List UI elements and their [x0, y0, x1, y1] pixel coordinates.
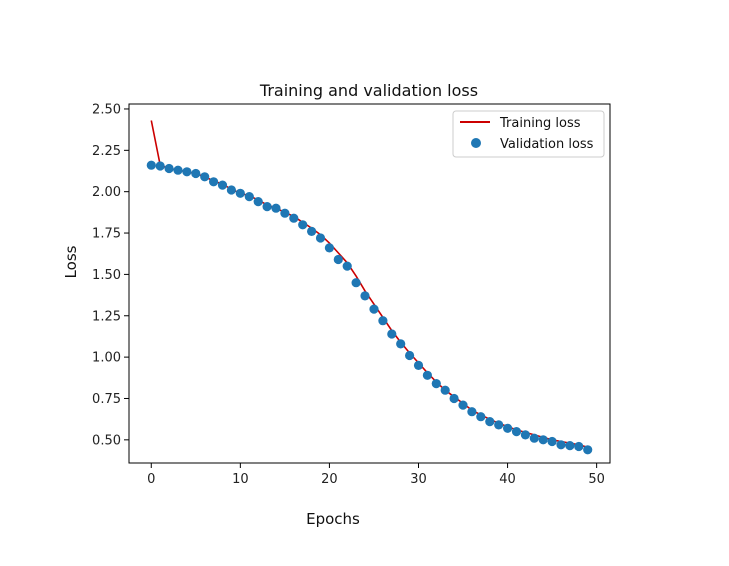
validation-loss-point [315, 233, 326, 243]
validation-loss-point [476, 412, 486, 422]
training-loss-line [150, 120, 588, 449]
validation-loss-point [467, 407, 477, 417]
y-tick-label: 1.50 [92, 268, 121, 283]
y-tick-label: 0.50 [92, 433, 121, 448]
validation-loss-point [458, 400, 468, 410]
validation-loss-point [253, 197, 263, 207]
validation-loss-point [191, 168, 201, 179]
validation-loss-point [173, 165, 183, 175]
validation-loss-point [449, 393, 459, 404]
y-tick-label: 0.75 [92, 392, 121, 407]
y-tick-label: 1.75 [92, 227, 121, 242]
validation-loss-point [583, 445, 593, 455]
x-tick-label: 30 [410, 472, 427, 487]
validation-loss-point [280, 208, 290, 218]
validation-loss-point [440, 385, 450, 395]
validation-loss-point [307, 226, 317, 236]
validation-loss-point [574, 441, 584, 452]
legend-box [452, 110, 605, 158]
validation-loss-point [538, 435, 548, 445]
validation-loss-point [244, 192, 254, 202]
validation-loss-point [182, 167, 192, 177]
validation-loss-point [556, 440, 566, 450]
validation-loss-point [351, 278, 361, 288]
validation-loss-point [164, 163, 174, 174]
validation-loss-point [226, 185, 236, 195]
validation-loss-point [235, 188, 245, 198]
validation-loss-point [511, 427, 522, 437]
y-tick-label: 2.50 [92, 102, 121, 117]
y-tick-label: 1.25 [92, 309, 121, 324]
validation-loss-point [387, 329, 397, 339]
validation-loss-point [529, 433, 539, 443]
validation-loss-point [146, 160, 156, 170]
y-tick-label: 2.25 [92, 144, 121, 159]
validation-loss-point [209, 177, 219, 187]
axis-ticks: 0 10 20 30 40 50 0.50 0.75 1.00 1.25 1.50 1.75 2.00 2… [92, 102, 605, 487]
validation-loss-point [271, 203, 281, 213]
validation-loss-point [503, 423, 513, 433]
validation-loss-point [485, 417, 495, 427]
x-tick-label: 10 [232, 472, 249, 487]
validation-loss-point [405, 350, 415, 361]
x-tick-label: 20 [321, 472, 338, 487]
x-tick-label: 0 [147, 472, 155, 487]
validation-loss-point [431, 379, 441, 389]
validation-loss-point [494, 420, 504, 430]
plot-area [146, 120, 593, 455]
validation-loss-point [396, 339, 406, 349]
validation-loss-point [565, 441, 575, 451]
chart-title: Training and validation loss [259, 81, 478, 100]
x-tick-label: 50 [588, 472, 605, 487]
validation-loss-point [333, 254, 343, 265]
legend-validation-label: Validation loss [500, 137, 594, 152]
x-axis-label: Epochs [306, 510, 360, 528]
validation-loss-point [200, 172, 210, 182]
legend: Training loss Validation loss [452, 110, 605, 158]
validation-loss-point [360, 291, 370, 301]
validation-loss-point [155, 161, 165, 171]
y-axis-label: Loss [62, 245, 80, 278]
validation-loss-point [378, 316, 388, 326]
y-tick-label: 1.00 [92, 351, 121, 366]
validation-loss-point [547, 436, 557, 447]
validation-loss-point [298, 220, 308, 230]
validation-loss-point [422, 370, 432, 380]
legend-validation-marker [471, 138, 481, 148]
validation-loss-point [369, 304, 379, 314]
validation-loss-point [413, 360, 424, 370]
validation-loss-point [262, 202, 272, 212]
validation-loss-point [342, 261, 352, 271]
validation-loss-point [217, 180, 228, 190]
validation-loss-point [520, 430, 531, 440]
validation-loss-point [324, 243, 334, 253]
y-tick-label: 2.00 [92, 185, 121, 200]
plot-frame [128, 103, 611, 464]
x-tick-label: 40 [499, 472, 516, 487]
validation-loss-point [289, 213, 299, 223]
legend-training-label: Training loss [499, 116, 581, 131]
